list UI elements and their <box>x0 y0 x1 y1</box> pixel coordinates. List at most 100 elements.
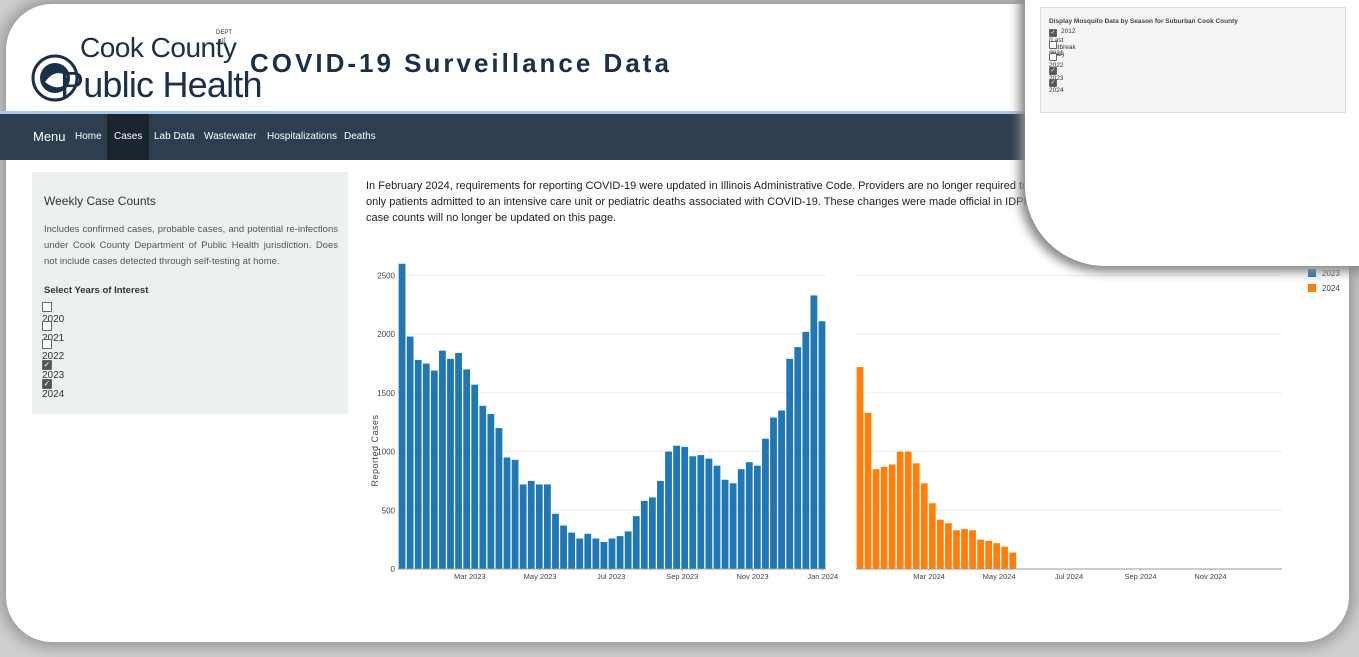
nav-item[interactable]: Hospitalizations <box>267 131 338 142</box>
y-tick-label: 0 <box>391 565 396 574</box>
option-label: 2022 <box>42 351 65 363</box>
nav-item[interactable]: Cases <box>107 114 150 160</box>
checkbox[interactable]: ✓ <box>1049 29 1057 37</box>
x-tick-label: Sep 2023 <box>666 572 698 581</box>
bar <box>904 451 912 569</box>
x-tick-label: Nov 2024 <box>1194 572 1226 581</box>
option[interactable]: 2022 <box>1049 53 1063 69</box>
bar <box>810 295 818 569</box>
nav-item[interactable]: Lab Data <box>154 131 195 142</box>
bar <box>503 457 511 569</box>
x-tick-label: Mar 2023 <box>454 572 486 581</box>
option[interactable]: ✓2024 <box>42 377 64 400</box>
bar <box>576 538 584 569</box>
bar <box>632 516 640 569</box>
bar <box>544 484 551 569</box>
option-label: 2021 <box>1049 50 1063 57</box>
x-tick-label: Jan 2024 <box>807 572 838 581</box>
y-tick-label: 500 <box>382 506 396 515</box>
option[interactable]: ✓2024 <box>1049 78 1063 94</box>
bar <box>616 536 624 569</box>
checkbox[interactable] <box>42 320 52 331</box>
bar <box>928 503 936 569</box>
bar <box>681 446 689 569</box>
menu-label[interactable]: Menu <box>33 129 66 144</box>
bar <box>945 523 952 569</box>
y-tick-label: 2000 <box>377 330 395 339</box>
bar <box>880 466 888 569</box>
option-label: 2023 <box>1049 74 1064 82</box>
notice-line: only patients admitted to an intensive c… <box>366 196 1077 208</box>
bar <box>439 350 446 569</box>
legend-swatch <box>1308 269 1316 277</box>
bar <box>527 480 535 569</box>
option-label: 2024 <box>1049 87 1064 95</box>
bar <box>1009 552 1017 569</box>
checkbox[interactable]: ✓ <box>1049 79 1057 88</box>
bar <box>398 263 406 569</box>
bar <box>552 513 559 569</box>
y-tick-label: 1000 <box>377 448 395 457</box>
y-tick-label: 1500 <box>377 389 395 398</box>
bar <box>985 540 992 569</box>
bar <box>479 405 487 569</box>
legend-label: 2024 <box>1322 284 1340 293</box>
bar <box>535 484 543 569</box>
option[interactable]: 2021 <box>42 320 64 344</box>
bar <box>665 451 672 569</box>
inset-panel: Display Mosquito Data by Season for Subu… <box>1040 7 1346 113</box>
nav-item[interactable]: Wastewater <box>204 131 257 142</box>
bar <box>673 445 680 569</box>
option[interactable]: 2020 <box>42 302 64 325</box>
notice: In February 2024, requirements for repor… <box>366 178 1077 226</box>
bar <box>705 458 713 569</box>
option[interactable]: ✓2023 <box>1049 66 1063 82</box>
checkbox[interactable] <box>42 302 52 312</box>
checkbox[interactable] <box>1049 40 1057 49</box>
bar <box>721 479 729 569</box>
option[interactable]: ✓2023 <box>42 358 64 381</box>
checkbox[interactable] <box>42 339 52 350</box>
select-label: Select Years of Interest <box>44 285 149 296</box>
inset-zoom: Display Mosquito Data by Season for Subu… <box>1025 0 1359 266</box>
bar <box>770 417 777 569</box>
bar <box>657 480 664 569</box>
logo-dept: DEPT <box>216 30 233 36</box>
bar <box>745 462 753 569</box>
checkbox[interactable] <box>1049 53 1057 62</box>
bar <box>648 497 656 569</box>
sidebar-title: Weekly Case Counts <box>44 194 156 208</box>
nav-item[interactable]: Deaths <box>344 131 376 142</box>
bar <box>568 532 576 569</box>
bar <box>640 500 648 569</box>
bar <box>511 459 519 569</box>
option[interactable]: 2021 <box>1049 40 1063 57</box>
bar <box>600 541 608 569</box>
option[interactable]: 2022 <box>42 339 64 362</box>
bar <box>729 483 737 569</box>
nav-item[interactable]: Home <box>75 131 102 142</box>
notice-line: In February 2024, requirements for repor… <box>366 180 1057 192</box>
y-axis-title: Reported Cases <box>370 414 380 486</box>
x-tick-label: Jul 2023 <box>597 572 625 581</box>
bar <box>592 538 600 569</box>
bar <box>713 465 721 569</box>
bar <box>888 464 896 569</box>
bar <box>414 360 422 569</box>
bar <box>608 538 616 569</box>
logo-top: Cook County <box>80 32 237 63</box>
bar <box>896 451 904 569</box>
bar <box>624 531 632 569</box>
bar <box>762 438 769 569</box>
bar <box>872 469 880 569</box>
bar <box>753 465 761 569</box>
inset-title: Display Mosquito Data by Season for Subu… <box>1049 18 1238 25</box>
legend-swatch <box>1308 284 1316 292</box>
checkbox[interactable]: ✓ <box>1049 66 1057 75</box>
bar <box>993 543 1001 569</box>
x-tick-label: Sep 2024 <box>1124 572 1156 581</box>
bar <box>455 352 462 569</box>
x-tick-label: Mar 2024 <box>913 572 945 581</box>
page-title: COVID-19 Surveillance Data <box>250 48 672 78</box>
